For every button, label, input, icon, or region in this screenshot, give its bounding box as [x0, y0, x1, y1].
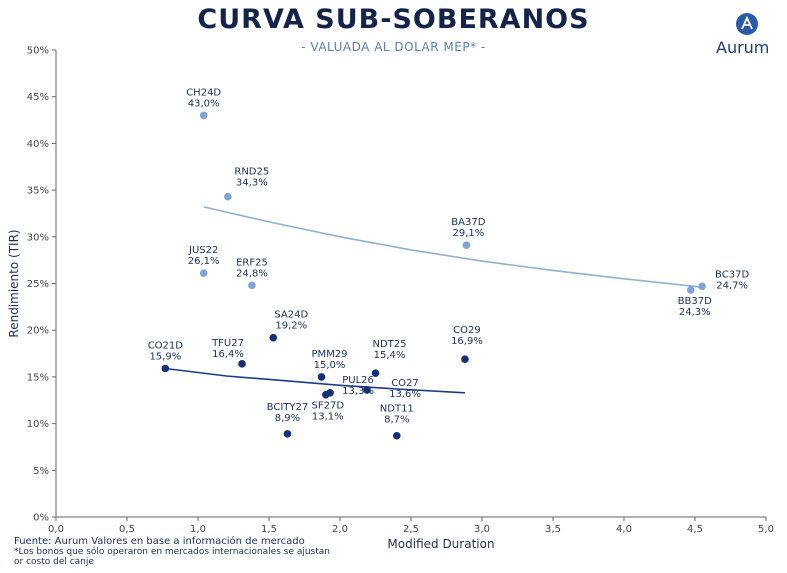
point-name-label: SF27D — [312, 401, 345, 412]
point-ndt25 — [371, 369, 380, 377]
point-name-label: BA37D — [451, 217, 485, 228]
point-value-label: 15,9% — [149, 351, 181, 362]
point-ch24d — [199, 111, 208, 120]
y-tick-label: 0% — [33, 513, 49, 524]
point-name-label: BCITY27 — [267, 402, 309, 413]
point-name-label: PUL26 — [342, 375, 374, 386]
point-value-label: 43,0% — [188, 98, 220, 109]
point-value-label: 8,9% — [275, 413, 300, 424]
point-value-label: 16,9% — [451, 336, 483, 347]
point-pmm29 — [317, 373, 326, 381]
x-tick-label: 2,5 — [403, 524, 419, 535]
x-axis-label: Modified Duration — [387, 537, 494, 551]
trend-line-dark — [165, 367, 466, 394]
point-value-label: 26,1% — [188, 256, 220, 267]
point-name-label: PMM29 — [312, 349, 348, 360]
x-tick-label: 5,0 — [758, 524, 774, 535]
page-title: CURVA SUB-SOBERANOS — [197, 4, 590, 35]
x-tick-label: 1,5 — [261, 524, 277, 535]
point-value-label: 24,3% — [679, 307, 711, 318]
x-tick-label: 0,0 — [48, 524, 64, 535]
point-value-label: 13,3% — [342, 386, 374, 397]
aurum-logo-icon — [736, 13, 758, 35]
y-tick-label: 45% — [27, 92, 49, 103]
point-value-label: 24,8% — [236, 268, 268, 279]
point-name-label: NDT25 — [372, 339, 406, 350]
y-tick-label: 40% — [27, 139, 49, 150]
point-value-label: 8,7% — [384, 415, 409, 426]
point-value-label: 19,2% — [275, 321, 307, 332]
point-name-label: CO21D — [148, 340, 184, 351]
x-tick-label: 4,5 — [687, 524, 703, 535]
point-bc37d — [698, 282, 706, 291]
point-value-label: 34,3% — [236, 178, 268, 189]
x-tick-label: 0,5 — [119, 524, 135, 535]
point-tfu27 — [238, 360, 246, 368]
point-name-label: ERF25 — [236, 257, 268, 268]
y-tick-label: 10% — [27, 419, 49, 430]
point-rnd25 — [224, 192, 232, 201]
footnote: *Los bonos que sólo operaron en mercados… — [14, 547, 330, 567]
trend-line-light — [203, 206, 703, 288]
point-name-label: NDT11 — [380, 404, 414, 415]
y-tick-label: 15% — [27, 372, 49, 383]
y-tick-label: 25% — [27, 279, 49, 290]
point-value-label: 24,7% — [716, 280, 748, 291]
chart-axes: 0,0 0,5 1,0 1,5 2,0 2,5 3,0 3,5 4,0 4,5 5,0 0% 5% 10%… — [27, 46, 774, 536]
point-co29 — [461, 355, 469, 363]
y-tick-label: 35% — [27, 186, 49, 197]
source-note: Fuente: Aurum Valores en base a informac… — [14, 536, 305, 547]
point-erf25 — [248, 281, 256, 290]
point-bcity27 — [283, 430, 292, 438]
point-value-label: 16,4% — [212, 349, 244, 360]
x-tick-label: 3,0 — [474, 524, 490, 535]
point-sf27d — [322, 390, 330, 399]
point-co21d — [161, 364, 170, 373]
y-tick-label: 50% — [27, 46, 49, 57]
point-sa24d — [269, 333, 278, 342]
x-tick-label: 1,0 — [190, 524, 206, 535]
point-bb37d — [686, 286, 695, 294]
trend-lines — [165, 206, 703, 394]
point-name-label: TFU27 — [211, 338, 244, 349]
x-tick-label: 4,0 — [616, 524, 632, 535]
point-name-label: RND25 — [234, 167, 269, 178]
x-tick-label: 3,5 — [545, 524, 561, 535]
point-jus22 — [199, 269, 208, 278]
x-tick-label: 2,0 — [332, 524, 348, 535]
point-name-label: CO29 — [453, 325, 481, 336]
point-value-label: 13,6% — [389, 389, 421, 400]
page-subtitle: - VALUADA AL DOLAR MEP* - — [301, 40, 486, 54]
point-name-label: CO27 — [391, 378, 419, 389]
point-ba37d — [462, 241, 471, 250]
point-name-label: SA24D — [274, 310, 308, 321]
point-name-label: BB37D — [678, 296, 712, 307]
point-name-label: JUS22 — [188, 245, 218, 256]
point-co27 — [363, 386, 371, 394]
point-name-label: BC37D — [715, 269, 749, 280]
y-tick-label: 5% — [33, 466, 49, 477]
point-value-label: 13,1% — [312, 412, 344, 423]
data-points — [161, 111, 706, 440]
y-tick-label: 20% — [27, 326, 49, 337]
y-axis-label: Rendimiento (TIR) — [7, 229, 21, 337]
point-ndt11 — [393, 431, 401, 440]
point-value-label: 15,4% — [374, 350, 406, 361]
point-value-label: 15,0% — [314, 360, 346, 371]
point-name-label: CH24D — [186, 87, 221, 98]
brand-name: Aurum — [716, 38, 770, 57]
point-value-label: 29,1% — [452, 228, 484, 239]
y-tick-label: 30% — [27, 232, 49, 243]
